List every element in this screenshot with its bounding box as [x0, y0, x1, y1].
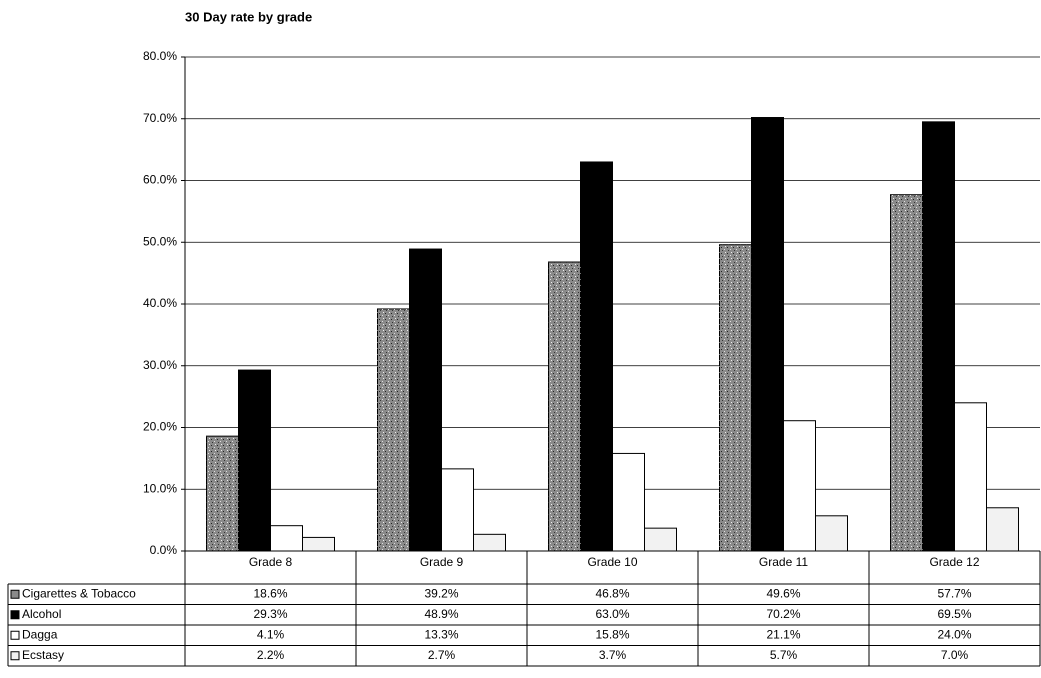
y-tick-label: 30.0%: [143, 358, 177, 372]
data-label: 15.8%: [595, 627, 629, 641]
data-label: 39.2%: [424, 586, 458, 600]
y-tick-label: 50.0%: [143, 234, 177, 248]
bar: [206, 435, 239, 552]
data-label: 49.6%: [766, 586, 800, 600]
y-tick-label: 60.0%: [143, 173, 177, 187]
data-label: 2.7%: [428, 648, 456, 662]
bar: [783, 420, 816, 552]
x-tick-label: Grade 10: [587, 555, 637, 569]
data-label: 24.0%: [937, 627, 971, 641]
legend-marker: [10, 589, 20, 599]
data-label: 57.7%: [937, 586, 971, 600]
legend-marker: [10, 610, 20, 620]
y-tick-label: 70.0%: [143, 111, 177, 125]
legend-label: Alcohol: [22, 607, 61, 621]
data-label: 18.6%: [253, 586, 287, 600]
bar: [473, 533, 506, 552]
data-label: 63.0%: [595, 607, 629, 621]
chart-title: 30 Day rate by grade: [185, 9, 312, 24]
y-tick-label: 20.0%: [143, 420, 177, 434]
bar: [922, 121, 955, 552]
y-tick-label: 0.0%: [150, 543, 178, 557]
bar: [815, 515, 848, 552]
x-tick-label: Grade 12: [929, 555, 979, 569]
data-label: 21.1%: [766, 627, 800, 641]
x-tick-label: Grade 8: [249, 555, 293, 569]
bar: [441, 468, 474, 552]
legend-label: Dagga: [22, 627, 58, 641]
legend-label: Ecstasy: [22, 648, 64, 662]
data-label: 2.2%: [257, 648, 285, 662]
legend-marker: [10, 651, 20, 661]
bar: [409, 248, 442, 552]
data-label: 4.1%: [257, 627, 285, 641]
bar: [548, 261, 581, 552]
bar: [580, 161, 613, 552]
data-label: 3.7%: [599, 648, 627, 662]
bar: [270, 525, 303, 552]
bar: [890, 194, 923, 552]
bar: [954, 402, 987, 552]
bar: [986, 507, 1019, 552]
y-tick-label: 80.0%: [143, 49, 177, 63]
data-label: 7.0%: [941, 648, 969, 662]
x-tick-label: Grade 9: [420, 555, 464, 569]
data-label: 29.3%: [253, 607, 287, 621]
data-label: 70.2%: [766, 607, 800, 621]
bar: [238, 369, 271, 552]
bar: [751, 117, 784, 552]
bar: [719, 244, 752, 552]
bar: [612, 452, 645, 552]
x-tick-label: Grade 11: [759, 555, 808, 569]
bar: [302, 536, 335, 552]
y-tick-label: 10.0%: [143, 481, 177, 495]
legend-marker: [10, 630, 20, 640]
data-label: 5.7%: [770, 648, 798, 662]
data-label: 69.5%: [937, 607, 971, 621]
data-label: 13.3%: [424, 627, 458, 641]
bar: [644, 527, 677, 552]
data-label: 48.9%: [424, 607, 458, 621]
data-label: 46.8%: [595, 586, 629, 600]
y-tick-label: 40.0%: [143, 296, 177, 310]
legend-label: Cigarettes & Tobacco: [22, 586, 136, 600]
bar: [377, 308, 410, 552]
